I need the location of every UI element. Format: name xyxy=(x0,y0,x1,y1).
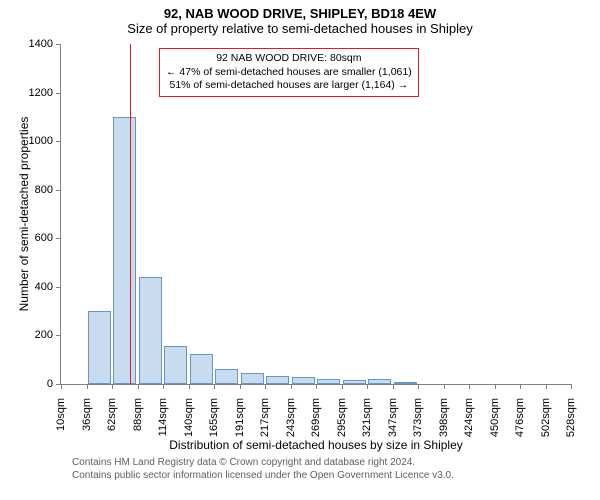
x-tick-mark xyxy=(520,384,521,389)
x-tick: 217sqm xyxy=(259,390,271,437)
x-tick: 321sqm xyxy=(361,390,373,437)
x-tick-mark xyxy=(495,384,496,389)
y-tick: 1200 xyxy=(29,87,61,99)
y-tick: 1000 xyxy=(29,135,61,147)
x-tick: 347sqm xyxy=(387,390,399,437)
histogram-bar xyxy=(343,380,366,384)
attribution-line-2: Contains public sector information licen… xyxy=(72,469,454,482)
y-tick: 800 xyxy=(35,184,61,196)
annotation-line-1: 92 NAB WOOD DRIVE: 80sqm xyxy=(166,52,412,66)
x-tick-mark xyxy=(61,384,62,389)
x-tick-mark xyxy=(138,384,139,389)
histogram-bar xyxy=(266,376,289,385)
x-tick: 450sqm xyxy=(489,390,501,437)
y-tick: 400 xyxy=(35,281,61,293)
annotation-line-2: ← 47% of semi-detached houses are smalle… xyxy=(166,66,412,80)
reference-line xyxy=(130,44,131,384)
histogram-bar xyxy=(317,379,340,384)
x-tick-mark xyxy=(342,384,343,389)
attribution-line-1: Contains HM Land Registry data © Crown c… xyxy=(72,456,454,469)
y-tick: 600 xyxy=(35,232,61,244)
attribution: Contains HM Land Registry data © Crown c… xyxy=(72,456,454,482)
histogram-bar xyxy=(164,346,187,384)
histogram-bar xyxy=(292,377,315,384)
y-tick: 200 xyxy=(35,329,61,341)
histogram-bar xyxy=(394,382,417,384)
x-tick-mark xyxy=(469,384,470,389)
x-tick: 502sqm xyxy=(540,390,552,437)
x-tick: 295sqm xyxy=(336,390,348,437)
x-tick-mark xyxy=(265,384,266,389)
x-tick: 424sqm xyxy=(463,390,475,437)
x-tick-mark xyxy=(571,384,572,389)
x-tick-mark xyxy=(240,384,241,389)
x-tick-mark xyxy=(444,384,445,389)
x-tick-mark xyxy=(189,384,190,389)
x-tick-mark xyxy=(316,384,317,389)
x-tick: 62sqm xyxy=(106,390,118,431)
x-tick: 36sqm xyxy=(81,390,93,431)
x-tick-mark xyxy=(87,384,88,389)
x-tick: 398sqm xyxy=(438,390,450,437)
histogram-bar xyxy=(215,369,238,384)
x-tick-mark xyxy=(367,384,368,389)
x-tick: 10sqm xyxy=(55,390,67,431)
x-tick: 269sqm xyxy=(310,390,322,437)
chart-title-main: 92, NAB WOOD DRIVE, SHIPLEY, BD18 4EW xyxy=(0,0,600,21)
x-tick: 373sqm xyxy=(412,390,424,437)
histogram-bar xyxy=(241,373,264,384)
x-tick: 528sqm xyxy=(565,390,577,437)
histogram-bar xyxy=(113,117,136,384)
x-axis-label: Distribution of semi-detached houses by … xyxy=(169,438,462,452)
y-tick: 0 xyxy=(47,378,61,390)
x-tick: 191sqm xyxy=(234,390,246,437)
x-tick: 476sqm xyxy=(514,390,526,437)
plot-area: Number of semi-detached properties Distr… xyxy=(60,44,571,385)
x-tick: 165sqm xyxy=(208,390,220,437)
x-tick-mark xyxy=(214,384,215,389)
x-tick-mark xyxy=(546,384,547,389)
x-tick: 114sqm xyxy=(157,390,169,436)
x-tick-mark xyxy=(163,384,164,389)
chart-container: 92, NAB WOOD DRIVE, SHIPLEY, BD18 4EW Si… xyxy=(0,0,600,500)
chart-title-sub: Size of property relative to semi-detach… xyxy=(0,21,600,40)
annotation-box: 92 NAB WOOD DRIVE: 80sqm ← 47% of semi-d… xyxy=(159,48,419,97)
x-tick: 140sqm xyxy=(183,390,195,437)
x-tick-mark xyxy=(393,384,394,389)
histogram-bar xyxy=(190,354,213,384)
x-tick: 243sqm xyxy=(285,390,297,437)
y-tick: 1400 xyxy=(29,38,61,50)
annotation-line-3: 51% of semi-detached houses are larger (… xyxy=(166,79,412,93)
histogram-bar xyxy=(88,311,111,384)
x-tick-mark xyxy=(112,384,113,389)
x-tick-mark xyxy=(291,384,292,389)
x-tick-mark xyxy=(418,384,419,389)
x-tick: 88sqm xyxy=(132,390,144,431)
histogram-bar xyxy=(368,379,391,384)
histogram-bar xyxy=(139,277,162,384)
